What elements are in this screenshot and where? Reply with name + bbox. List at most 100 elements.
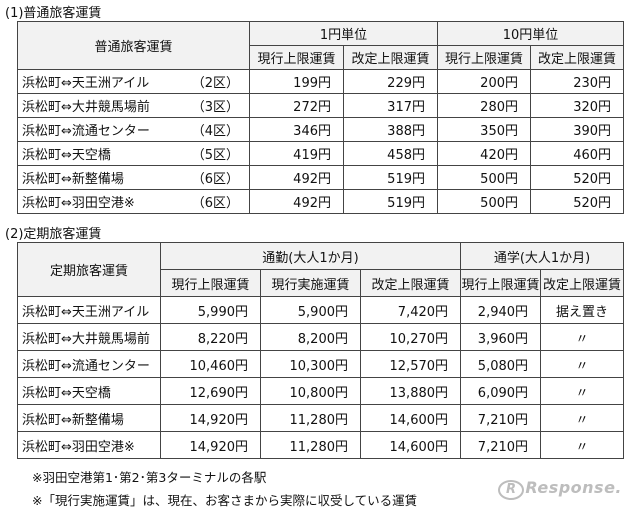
commuter-pass-table: 定期旅客運賃 通勤(大人1か月) 通学(大人1か月) 現行上限運賃 現行実施運賃… — [17, 242, 625, 459]
route-cell: 浜松町⇔天王洲アイル （2区） — [17, 69, 250, 94]
fare-cell: 229円 — [343, 69, 438, 94]
table-row: 浜松町⇔天空橋 12,690円 10,800円 13,880円 6,090円〃 — [17, 377, 625, 405]
route-name: 浜松町⇔羽田空港※ — [22, 196, 135, 211]
fare-cell: 10,270円 — [359, 323, 462, 351]
fare-cell: 14,920円 — [160, 404, 261, 432]
fare-cell: 420円 — [437, 141, 531, 166]
zone-label: （2区） — [191, 76, 239, 91]
pass-fare-header: 定期旅客運賃 — [17, 242, 161, 297]
zone-label: （6区） — [191, 196, 239, 211]
fare-cell: 〃 — [540, 350, 625, 378]
fare-cell: 350円 — [437, 117, 531, 142]
fare-cell: 280円 — [437, 93, 531, 118]
table-row: 浜松町⇔新整備場 （6区） 492円 519円 500円 520円 — [17, 165, 625, 190]
zone-label: （6区） — [191, 172, 239, 187]
fare-cell: 460円 — [529, 141, 625, 166]
fare-cell: 〃 — [540, 377, 625, 405]
route-cell: 浜松町⇔新整備場 （6区） — [17, 165, 250, 190]
section2-title: (2)定期旅客運賃 — [5, 227, 102, 242]
fare-cell: 317円 — [343, 93, 438, 118]
fare-cell: 12,690円 — [160, 377, 261, 405]
route-cell: 浜松町⇔流通センター （4区） — [17, 117, 250, 142]
revised-cap-header: 改定上限運賃 — [343, 45, 438, 70]
fare-cell: 492円 — [249, 165, 344, 190]
table-row: 浜松町⇔大井競馬場前 8,220円 8,200円 10,270円 3,960円〃 — [17, 323, 625, 351]
route-cell: 浜松町⇔天空橋 （5区） — [17, 141, 250, 166]
fare-cell: 7,420円 — [359, 296, 462, 324]
current-actual-header: 現行実施運賃 — [260, 269, 361, 297]
unit-10yen-header: 10円単位 — [436, 21, 625, 46]
fare-cell: 7,210円 — [460, 431, 542, 459]
fare-cell: 419円 — [249, 141, 344, 166]
fare-cell: 10,460円 — [160, 350, 261, 378]
fare-cell: 5,990円 — [160, 296, 261, 324]
route-cell: 浜松町⇔天空橋 — [17, 377, 161, 405]
fare-cell: 199円 — [249, 69, 344, 94]
fare-cell: 458円 — [343, 141, 438, 166]
zone-label: （5区） — [191, 148, 239, 163]
fare-cell: 13,880円 — [359, 377, 462, 405]
route-cell: 浜松町⇔流通センター — [17, 350, 161, 378]
current-cap-header: 現行上限運賃 — [460, 269, 542, 297]
fare-cell: 6,090円 — [460, 377, 542, 405]
fare-cell: 272円 — [249, 93, 344, 118]
fare-cell: 520円 — [529, 189, 625, 214]
route-cell: 浜松町⇔大井競馬場前 （3区） — [17, 93, 250, 118]
response-logo: R Response. — [498, 478, 622, 500]
fare-cell: 500円 — [437, 189, 531, 214]
response-r-icon: R — [498, 480, 525, 500]
table-row: 浜松町⇔羽田空港※ （6区） 492円 519円 500円 520円 — [17, 189, 625, 214]
fare-cell: 520円 — [529, 165, 625, 190]
fare-cell: 11,280円 — [260, 404, 361, 432]
route-cell: 浜松町⇔羽田空港※ （6区） — [17, 189, 250, 214]
current-cap-header: 現行上限運賃 — [160, 269, 261, 297]
fare-cell: 据え置き — [540, 296, 625, 324]
fare-cell: 500円 — [437, 165, 531, 190]
fare-cell: 7,210円 — [460, 404, 542, 432]
current-cap-header: 現行上限運賃 — [437, 45, 531, 70]
fare-cell: 519円 — [343, 189, 438, 214]
route-name: 浜松町⇔天王洲アイル — [22, 76, 150, 91]
fare-cell: 519円 — [343, 165, 438, 190]
zone-label: （3区） — [191, 100, 239, 115]
zone-label: （4区） — [191, 124, 239, 139]
school-header: 通学(大人1か月) — [460, 242, 625, 270]
table-row: 浜松町⇔天空橋 （5区） 419円 458円 420円 460円 — [17, 141, 625, 166]
route-name: 浜松町⇔天空橋 — [22, 148, 111, 163]
revised-cap-header: 改定上限運賃 — [540, 269, 625, 297]
ordinary-fare-header: 普通旅客運賃 — [17, 21, 250, 70]
route-name: 浜松町⇔新整備場 — [22, 172, 124, 187]
watermark-text: Response. — [525, 478, 622, 497]
table-row: 浜松町⇔大井競馬場前 （3区） 272円 317円 280円 320円 — [17, 93, 625, 118]
fare-cell: 5,080円 — [460, 350, 542, 378]
fare-cell: 320円 — [529, 93, 625, 118]
fare-cell: 200円 — [437, 69, 531, 94]
fare-cell: 12,570円 — [359, 350, 462, 378]
route-name: 浜松町⇔大井競馬場前 — [22, 100, 150, 115]
unit-1yen-header: 1円単位 — [249, 21, 438, 46]
route-cell: 浜松町⇔天王洲アイル — [17, 296, 161, 324]
fare-cell: 10,800円 — [260, 377, 361, 405]
note-airport-stations: ※羽田空港第1･第2･第3ターミナルの各駅 — [32, 470, 267, 485]
fare-cell: 2,940円 — [460, 296, 542, 324]
table-row: 浜松町⇔流通センター （4区） 346円 388円 350円 390円 — [17, 117, 625, 142]
route-name: 浜松町⇔流通センター — [22, 124, 150, 139]
fare-cell: 8,220円 — [160, 323, 261, 351]
fare-cell: 5,900円 — [260, 296, 361, 324]
fare-cell: 346円 — [249, 117, 344, 142]
fare-cell: 3,960円 — [460, 323, 542, 351]
revised-cap-header: 改定上限運賃 — [529, 45, 625, 70]
route-cell: 浜松町⇔羽田空港※ — [17, 431, 161, 459]
note-actual-fare: ※「現行実施運賃」は、現在、お客さまから実際に収受している運賃 — [32, 493, 418, 508]
route-cell: 浜松町⇔大井競馬場前 — [17, 323, 161, 351]
fare-cell: 390円 — [529, 117, 625, 142]
fare-cell: 〃 — [540, 323, 625, 351]
fare-cell: 14,600円 — [359, 431, 462, 459]
fare-cell: 492円 — [249, 189, 344, 214]
revised-cap-header: 改定上限運賃 — [359, 269, 462, 297]
table-row: 浜松町⇔流通センター 10,460円 10,300円 12,570円 5,080円〃 — [17, 350, 625, 378]
table-row: 浜松町⇔天王洲アイル 5,990円 5,900円 7,420円 2,940円 据え置き — [17, 296, 625, 324]
current-cap-header: 現行上限運賃 — [249, 45, 344, 70]
fare-cell: 230円 — [529, 69, 625, 94]
fare-cell: 14,920円 — [160, 431, 261, 459]
